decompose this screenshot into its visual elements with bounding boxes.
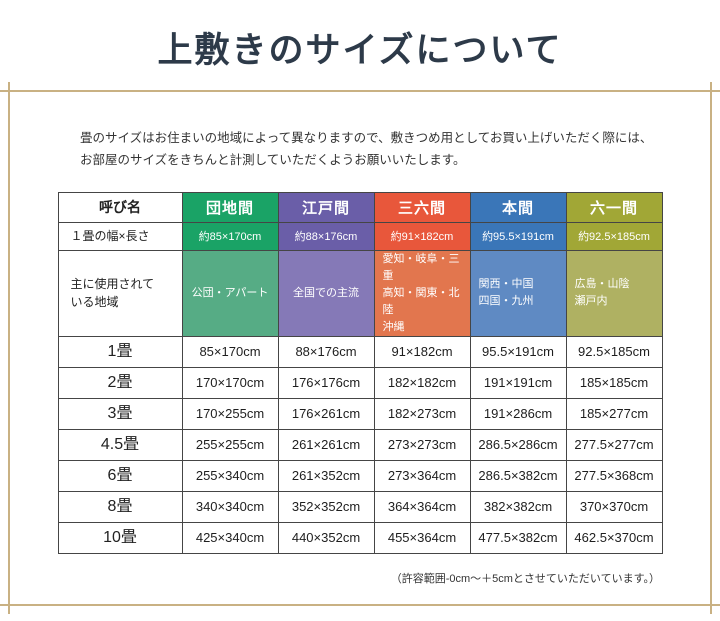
region-cell: 広島・山陰 瀬戸内 xyxy=(565,249,663,337)
table-cell: 191×286cm xyxy=(469,397,567,430)
row-label-mat-size: １畳の幅×長さ xyxy=(57,221,183,251)
table-cell: 255×255cm xyxy=(181,428,279,461)
table-cell: 286.5×382cm xyxy=(469,459,567,492)
page-title: 上敷きのサイズについて xyxy=(157,31,563,70)
frame-corner-tick xyxy=(8,598,10,614)
region-cell: 公団・アパート xyxy=(181,249,279,337)
mat-size-cell: 約92.5×185cm xyxy=(565,221,663,251)
table-cell: 440×352cm xyxy=(277,521,375,554)
col-header-rokuichima: 六一間 xyxy=(565,191,663,223)
table-cell: 185×277cm xyxy=(565,397,663,430)
table-cell: 462.5×370cm xyxy=(565,521,663,554)
table-cell: 477.5×382cm xyxy=(469,521,567,554)
frame-corner-tick xyxy=(8,82,10,98)
table-cell: 352×352cm xyxy=(277,490,375,523)
corner-header: 呼び名 xyxy=(57,191,183,223)
table-cell: 176×261cm xyxy=(277,397,375,430)
row-label: 1畳 xyxy=(57,335,183,368)
table-cell: 425×340cm xyxy=(181,521,279,554)
table-cell: 370×370cm xyxy=(565,490,663,523)
col-header-danchima: 団地間 xyxy=(181,191,279,223)
tolerance-note: （許容範囲-0cm～＋5cmとさせていただいています。） xyxy=(390,572,660,585)
col-header-honma: 本間 xyxy=(469,191,567,223)
table-cell: 182×182cm xyxy=(373,366,471,399)
mat-size-cell: 約88×176cm xyxy=(277,221,375,251)
frame-corner-tick xyxy=(710,82,712,98)
table-cell: 261×352cm xyxy=(277,459,375,492)
table-cell: 88×176cm xyxy=(277,335,375,368)
table-cell: 91×182cm xyxy=(373,335,471,368)
table-cell: 340×340cm xyxy=(181,490,279,523)
table-cell: 255×340cm xyxy=(181,459,279,492)
table-cell: 382×382cm xyxy=(469,490,567,523)
mat-size-cell: 約95.5×191cm xyxy=(469,221,567,251)
table-cell: 176×176cm xyxy=(277,366,375,399)
table-cell: 261×261cm xyxy=(277,428,375,461)
row-label: 4.5畳 xyxy=(57,428,183,461)
row-label-region: 主に使用されて いる地域 xyxy=(57,249,183,337)
table-cell: 277.5×368cm xyxy=(565,459,663,492)
tatami-size-table: 呼び名 団地間 江戸間 三六間 本間 六一間 １畳の幅×長さ 約85×170cm… xyxy=(57,191,663,554)
table-cell: 92.5×185cm xyxy=(565,335,663,368)
table-header-row: 呼び名 団地間 江戸間 三六間 本間 六一間 xyxy=(57,191,663,223)
frame-corner-tick xyxy=(710,598,712,614)
content-frame: 畳のサイズはお住まいの地域によって異なりますので、敷きつめ用としてお買い上げいた… xyxy=(0,82,720,614)
mat-size-cell: 約85×170cm xyxy=(181,221,279,251)
region-cell: 関西・中国 四国・九州 xyxy=(469,249,567,337)
table-row: 1畳 85×170cm 88×176cm 91×182cm 95.5×191cm… xyxy=(57,335,663,368)
table-cell: 170×255cm xyxy=(181,397,279,430)
table-row: 2畳 170×170cm 176×176cm 182×182cm 191×191… xyxy=(57,366,663,399)
table-cell: 85×170cm xyxy=(181,335,279,368)
frame-corner-tick xyxy=(704,90,720,92)
row-label: 8畳 xyxy=(57,490,183,523)
frame-corner-tick xyxy=(704,604,720,606)
table-row: 10畳 425×340cm 440×352cm 455×364cm 477.5×… xyxy=(57,521,663,554)
row-label: 6畳 xyxy=(57,459,183,492)
intro-text: 畳のサイズはお住まいの地域によって異なりますので、敷きつめ用としてお買い上げいた… xyxy=(80,131,653,167)
mat-size-row: １畳の幅×長さ 約85×170cm 約88×176cm 約91×182cm 約9… xyxy=(57,221,663,251)
col-header-sanrokuma: 三六間 xyxy=(373,191,471,223)
row-label: 3畳 xyxy=(57,397,183,430)
col-header-edoma: 江戸間 xyxy=(277,191,375,223)
table-cell: 191×191cm xyxy=(469,366,567,399)
mat-size-cell: 約91×182cm xyxy=(373,221,471,251)
table-cell: 277.5×277cm xyxy=(565,428,663,461)
table-cell: 286.5×286cm xyxy=(469,428,567,461)
table-row: 8畳 340×340cm 352×352cm 364×364cm 382×382… xyxy=(57,490,663,523)
region-row: 主に使用されて いる地域 公団・アパート 全国での主流 愛知・岐阜・三重 高知・… xyxy=(57,249,663,337)
table-row: 3畳 170×255cm 176×261cm 182×273cm 191×286… xyxy=(57,397,663,430)
table-cell: 364×364cm xyxy=(373,490,471,523)
table-cell: 95.5×191cm xyxy=(469,335,567,368)
region-cell: 愛知・岐阜・三重 高知・関東・北陸 沖縄 xyxy=(373,249,471,337)
region-cell: 全国での主流 xyxy=(277,249,375,337)
table-cell: 185×185cm xyxy=(565,366,663,399)
table-cell: 170×170cm xyxy=(181,366,279,399)
table-cell: 182×273cm xyxy=(373,397,471,430)
table-row: 6畳 255×340cm 261×352cm 273×364cm 286.5×3… xyxy=(57,459,663,492)
row-label: 10畳 xyxy=(57,521,183,554)
row-label: 2畳 xyxy=(57,366,183,399)
table-cell: 273×273cm xyxy=(373,428,471,461)
table-cell: 455×364cm xyxy=(373,521,471,554)
table-cell: 273×364cm xyxy=(373,459,471,492)
table-row: 4.5畳 255×255cm 261×261cm 273×273cm 286.5… xyxy=(57,428,663,461)
